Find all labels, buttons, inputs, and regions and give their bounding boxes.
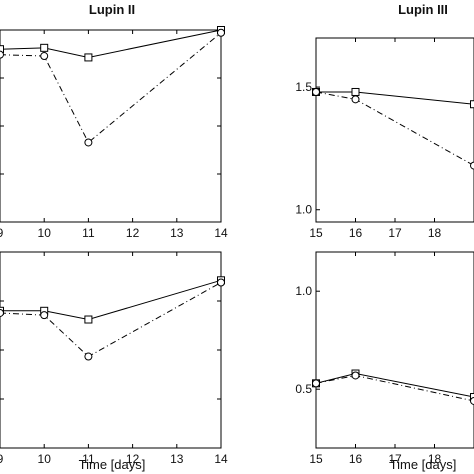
- panel-1-xtick-label-2: 11: [82, 226, 95, 240]
- panel-3-xtick-label-3: 12: [126, 452, 140, 466]
- panel-1-series-1-point-1: [40, 43, 49, 52]
- panel-2-series-1-point-2: [470, 100, 474, 109]
- panel-2-title: Lupin III: [398, 2, 448, 17]
- panel-4-xtick-label-3: 18: [428, 452, 442, 466]
- panel-2-series-1-line: [316, 91, 474, 105]
- panel-4-frame: [315, 251, 474, 449]
- panel-1-series-2-line: [0, 32, 222, 144]
- panel-3-series-1-point-2: [84, 315, 93, 324]
- panel-2-series-2-point-1: [351, 95, 360, 104]
- panel-1-series-2-point-2: [84, 138, 93, 147]
- panel-1-xtick-label-3: 12: [126, 226, 140, 240]
- panel-1-series-2-point-1: [40, 52, 49, 61]
- panel-1-xtick-label-0: 9: [0, 226, 4, 240]
- panel-3-series-2-point-0: [0, 308, 4, 317]
- panel-4-series-2-point-0: [312, 379, 320, 388]
- panel-4-series-1-point-2: [470, 393, 474, 402]
- panel-2-series-2-point-0: [312, 87, 320, 96]
- panel-3-xtick-label-2: 11: [82, 452, 95, 466]
- panel-2-series-1-point-1: [351, 87, 360, 96]
- panel-2-xtick-label-2: 17: [388, 226, 402, 240]
- panel-2-series-2-line: [315, 91, 474, 167]
- panel-3-series-2-line: [0, 282, 222, 358]
- panel-2-ytick-label-1: 1.5: [295, 80, 312, 94]
- panel-2-ytick-label-0: 1.0: [295, 203, 312, 217]
- panel-3-xlabel: Time [days]: [79, 457, 146, 472]
- panel-3-series-2-point-2: [84, 352, 93, 361]
- panel-1-title: Lupin II: [89, 2, 135, 17]
- panel-3-xtick-label-5: 14: [214, 452, 228, 466]
- panel-2-frame: [315, 37, 474, 223]
- panel-1-frame: [0, 29, 222, 223]
- panel-3-series-2-point-3: [217, 278, 225, 287]
- panel-2-xtick-label-0: 15: [309, 226, 323, 240]
- panel-4-ytick-label-1: 1.0: [295, 284, 312, 298]
- panel-1-series-1-point-0: [0, 45, 4, 54]
- panel-3-xtick-label-1: 10: [38, 452, 52, 466]
- panel-1-series-2-point-3: [217, 28, 225, 37]
- panel-1-series-2-point-0: [0, 50, 4, 59]
- panel-4-series-2-line: [315, 374, 474, 402]
- panel-2-xtick-label-3: 18: [428, 226, 442, 240]
- panel-4-ytick-label-0: 0.5: [295, 382, 312, 396]
- panel-4-series-2-point-2: [470, 396, 474, 405]
- panel-1-xtick-label-5: 14: [214, 226, 228, 240]
- panel-2-xtick-label-1: 16: [349, 226, 363, 240]
- panel-3-xtick-label-0: 9: [0, 452, 4, 466]
- panel-4-xlabel: Time [days]: [390, 457, 457, 472]
- panel-4-xtick-label-2: 17: [388, 452, 402, 466]
- panel-1-xtick-label-4: 13: [170, 226, 184, 240]
- panel-1-series-1-line: [0, 29, 222, 58]
- panel-4-series-2-point-1: [351, 371, 360, 380]
- panel-1-xtick-label-1: 10: [38, 226, 52, 240]
- panel-2-series-2-point-2: [470, 161, 474, 170]
- panel-4-xtick-label-0: 15: [309, 452, 323, 466]
- panel-3-series-1-line: [0, 279, 222, 321]
- panel-1-series-1-point-2: [84, 53, 93, 62]
- panel-4-xtick-label-1: 16: [349, 452, 363, 466]
- panel-3-xtick-label-4: 13: [170, 452, 184, 466]
- panel-3-frame: [0, 251, 222, 449]
- panel-3-series-2-point-1: [40, 311, 49, 320]
- panel-4-series-1-line: [315, 373, 474, 398]
